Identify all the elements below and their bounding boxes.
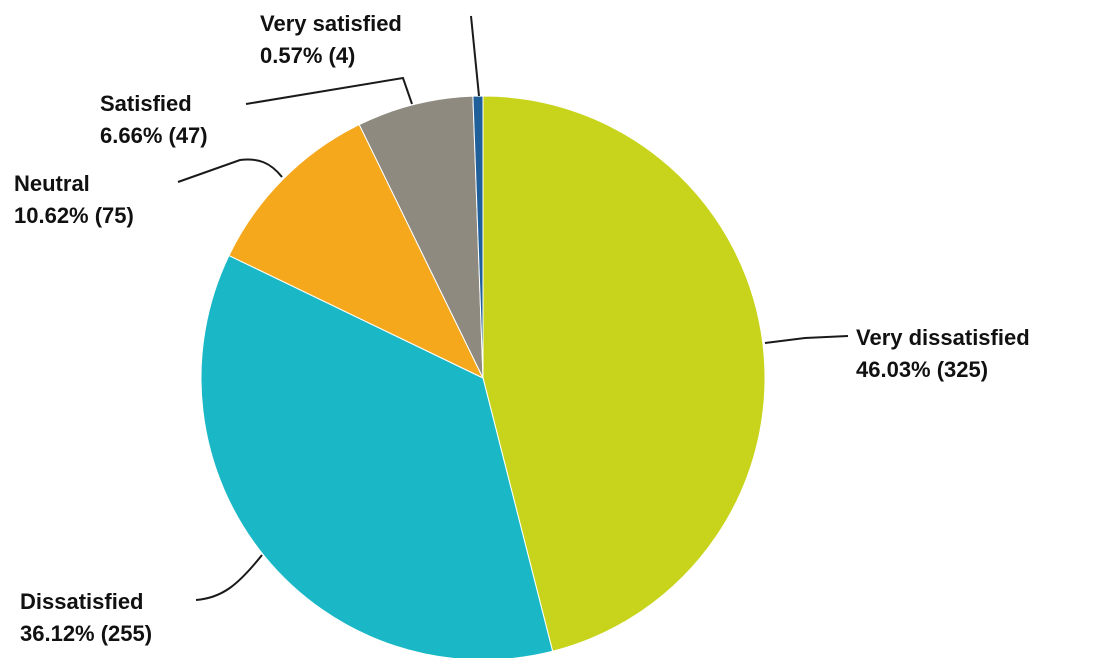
leader-lines [177,15,849,601]
value-dissatisfied: 36.12% (255) [20,621,152,646]
pie-slices [200,95,766,658]
label-satisfied: Satisfied [100,91,192,116]
label-very-satisfied: Very satisfied [260,11,402,36]
leader-neutral [177,158,283,183]
label-very-dissatisfied: Very dissatisfied [856,325,1030,350]
leader-very-satisfied [470,15,480,97]
value-neutral: 10.62% (75) [14,203,134,228]
value-very-satisfied: 0.57% (4) [260,43,355,68]
pie-slice-very-satisfied [472,95,484,379]
pie-slice-very-dissatisfied [482,95,766,652]
value-satisfied: 6.66% (47) [100,123,208,148]
slice-labels: Very dissatisfied 46.03% (325) Dissatisf… [14,11,1030,646]
label-neutral: Neutral [14,171,90,196]
value-very-dissatisfied: 46.03% (325) [856,357,988,382]
leader-satisfied [245,76,413,105]
pie-slice-dissatisfied [200,254,554,658]
label-dissatisfied: Dissatisfied [20,589,144,614]
leader-dissatisfied [195,554,263,601]
leader-very-dissatisfied [764,335,849,344]
pie-slice-satisfied [358,95,484,379]
pie-slice-neutral [228,123,485,380]
